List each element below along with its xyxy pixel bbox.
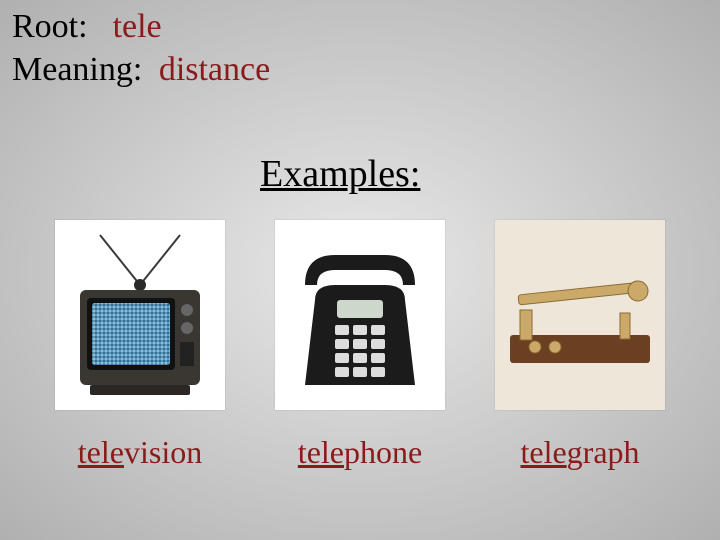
telephone-image bbox=[275, 220, 445, 410]
meaning-line: Meaning: distance bbox=[12, 49, 270, 92]
telegraph-icon bbox=[500, 255, 660, 375]
caption-rest-part: phone bbox=[344, 434, 422, 470]
meaning-value: distance bbox=[159, 51, 270, 88]
telegraph-caption: telegraph bbox=[520, 434, 639, 471]
telephone-caption: telephone bbox=[298, 434, 422, 471]
example-television: television bbox=[40, 220, 240, 471]
header-block: Root: tele Meaning: distance bbox=[12, 6, 270, 91]
caption-root-part: tele bbox=[298, 434, 344, 470]
caption-rest-part: graph bbox=[567, 434, 640, 470]
meaning-spacer bbox=[146, 51, 155, 88]
caption-root-part: tele bbox=[78, 434, 124, 470]
television-image bbox=[55, 220, 225, 410]
root-value: tele bbox=[113, 8, 162, 45]
examples-heading: Examples: bbox=[260, 152, 420, 196]
example-telegraph: telegraph bbox=[480, 220, 680, 471]
root-line: Root: tele bbox=[12, 6, 270, 49]
caption-root-part: tele bbox=[520, 434, 566, 470]
television-caption: television bbox=[78, 434, 202, 471]
phone-icon bbox=[285, 230, 435, 400]
examples-row: television bbox=[40, 220, 680, 471]
root-label: Root: bbox=[12, 8, 88, 45]
root-spacer bbox=[92, 8, 109, 45]
telegraph-image bbox=[495, 220, 665, 410]
example-telephone: telephone bbox=[260, 220, 460, 471]
meaning-label: Meaning: bbox=[12, 51, 142, 88]
tv-icon bbox=[65, 230, 215, 400]
caption-rest-part: vision bbox=[124, 434, 202, 470]
